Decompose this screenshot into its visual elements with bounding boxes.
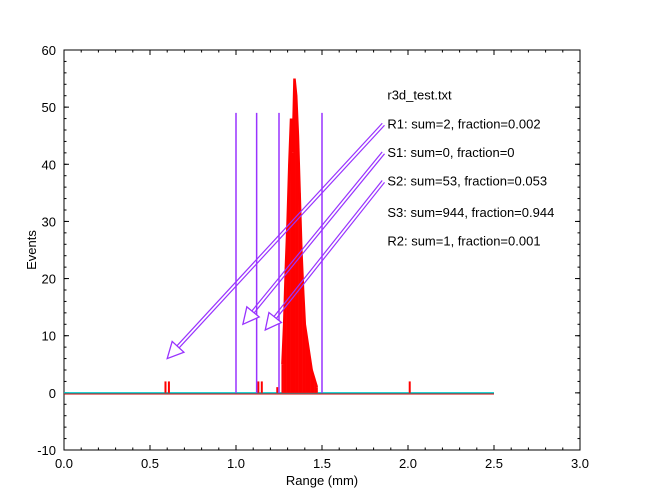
y-tick-label: 30: [42, 214, 56, 229]
annotation-label: R2: sum=1, fraction=0.001: [387, 233, 540, 248]
annotation-arrow-shaft: [178, 124, 385, 349]
annotation-label: S3: sum=944, fraction=0.944: [387, 205, 554, 220]
annotation-arrow-shaft: [275, 181, 386, 319]
y-tick-label: 50: [42, 100, 56, 115]
annotation-arrow-shaft: [253, 153, 385, 314]
x-tick-label: 0.5: [141, 456, 159, 471]
histogram-peak-outline: [281, 78, 319, 388]
annotation-arrow-shaft: [251, 151, 383, 312]
annotation-arrow-shaft: [273, 180, 383, 317]
annotation-label: S1: sum=0, fraction=0: [387, 145, 514, 160]
x-tick-label: 1.0: [227, 456, 245, 471]
y-tick-label: 20: [42, 272, 56, 287]
plot-area: [64, 78, 494, 395]
y-tick-label: 0: [49, 386, 56, 401]
annotation-label: R1: sum=2, fraction=0.002: [387, 116, 540, 131]
annotation-arrow-head: [166, 340, 186, 360]
x-tick-labels: 0.0 0.5 1.0 1.5 2.0 2.5 3.0: [55, 456, 589, 471]
annotation-block: r3d_test.txt R1: sum=2, fraction=0.002 S1…: [387, 88, 554, 249]
y-tick-label: 10: [42, 329, 56, 344]
y-tick-label: 60: [42, 43, 56, 58]
x-tick-label: 0.0: [55, 456, 73, 471]
x-tick-label: 2.5: [485, 456, 503, 471]
annotation-arrow-shaft: [176, 122, 383, 347]
x-tick-label: 2.0: [399, 456, 417, 471]
x-axis-label: Range (mm): [286, 473, 358, 488]
annotation-arrow-head: [241, 305, 261, 326]
x-tick-label: 1.5: [313, 456, 331, 471]
y-tick-label: -10: [37, 443, 56, 458]
annotation-title: r3d_test.txt: [387, 88, 452, 103]
annotation-label: S2: sum=53, fraction=0.053: [387, 173, 547, 188]
y-tick-labels: -10 0 10 20 30 40 50 60: [37, 43, 56, 458]
y-axis-label: Events: [24, 230, 39, 270]
x-tick-label: 3.0: [571, 456, 589, 471]
y-tick-label: 40: [42, 157, 56, 172]
annotation-arrow-head: [264, 311, 283, 332]
axis-ticks: [63, 49, 581, 451]
